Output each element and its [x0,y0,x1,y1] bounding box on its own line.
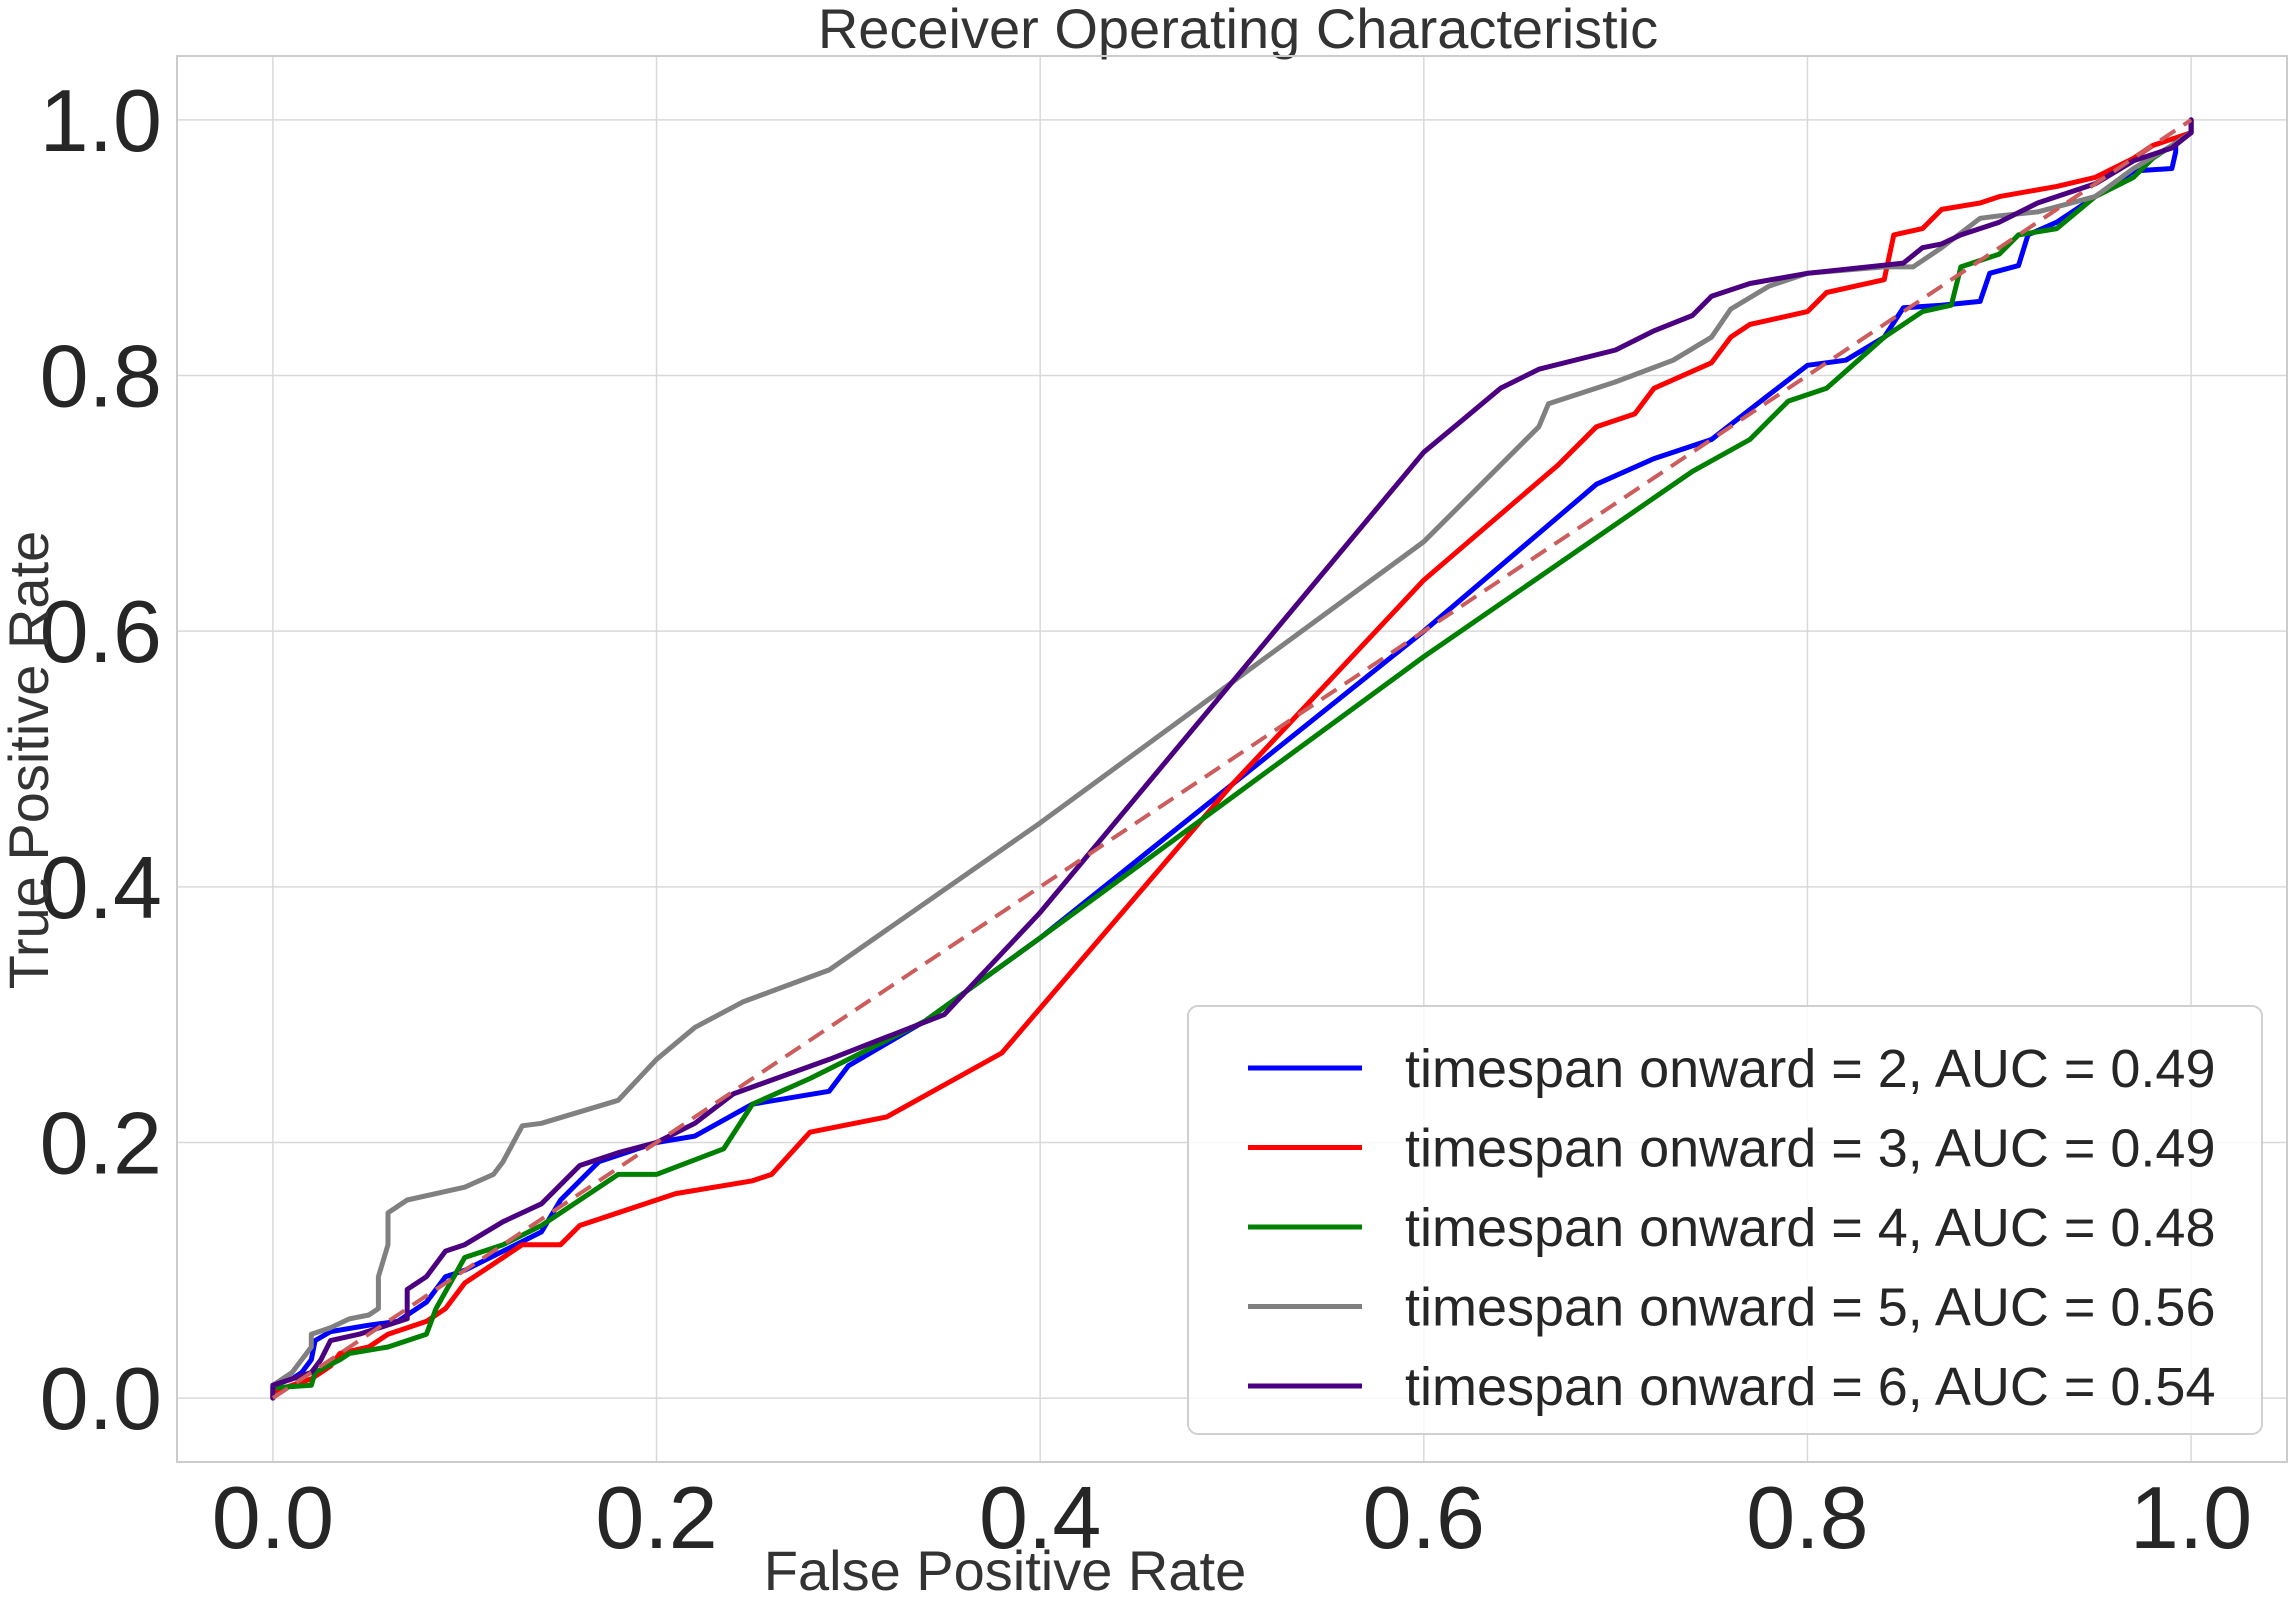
y-tick-label: 0.2 [40,1093,162,1192]
tick-labels: 0.0 0.2 0.4 0.6 0.8 1.0 0.0 0.2 0.4 0.6 0.8 1.0 [40,71,2253,1567]
series-line-2 [270,117,2194,1401]
legend-entry: timespan onward = 2, AUC = 0.49 [1405,1039,2215,1099]
series-lines [270,117,2194,1401]
series-line-4 [270,117,2194,1401]
y-tick-label: 0.8 [40,327,162,426]
legend-entry: timespan onward = 3, AUC = 0.49 [1405,1119,2215,1179]
x-tick-label: 1.0 [2130,1468,2252,1567]
diagonal-reference-line [271,118,2193,1400]
y-tick-label: 0.0 [40,1349,162,1448]
plot-frame [176,55,2288,1463]
x-tick-label: 0.8 [1746,1468,1868,1567]
legend-entry: timespan onward = 4, AUC = 0.48 [1405,1198,2215,1258]
legend: timespan onward = 2, AUC = 0.49 timespan … [1187,1005,2263,1435]
chart-title: Receiver Operating Characteristic [818,0,1658,60]
legend-entry: timespan onward = 5, AUC = 0.56 [1405,1278,2215,1338]
x-tick-label: 0.0 [212,1468,334,1567]
grid [177,56,2287,1462]
legend-entry: timespan onward = 6, AUC = 0.54 [1405,1357,2215,1417]
y-tick-label: 1.0 [40,71,162,170]
x-axis-label: False Positive Rate [764,1539,1246,1602]
series-line-3 [270,117,2194,1401]
legend-box [1187,1005,2263,1435]
x-tick-label: 0.6 [1363,1468,1485,1567]
x-tick-label: 0.2 [595,1468,717,1567]
y-tick-label: 0.4 [40,838,162,937]
series-line-5 [270,117,2194,1401]
x-tick-label: 0.4 [979,1468,1101,1567]
y-axis-label: True Positive Rate [0,531,60,990]
y-tick-label: 0.6 [40,582,162,681]
